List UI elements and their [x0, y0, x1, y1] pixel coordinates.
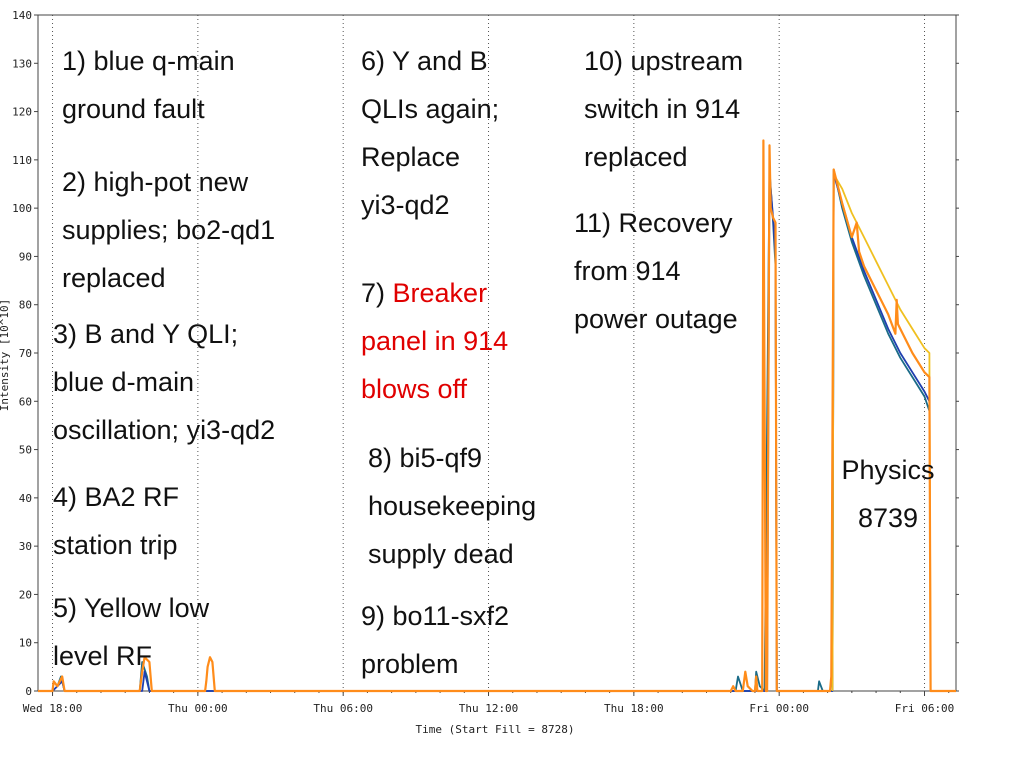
annotation-10-line-2: switch in 914: [584, 94, 741, 124]
annotation-1-line-2: ground fault: [62, 94, 205, 124]
y-tick-label: 40: [19, 492, 32, 505]
annotation-7-line-2: panel in 914: [361, 326, 509, 356]
y-tick-label: 30: [19, 540, 32, 553]
annotation-6-line-2: QLIs again;: [361, 94, 500, 124]
y-tick-label: 10: [19, 637, 32, 650]
annotation-4: 4) BA2 RF station trip: [53, 473, 179, 569]
x-tick-label: Fri 00:00: [749, 702, 809, 715]
y-tick-label: 0: [25, 685, 32, 698]
series-line-4: [38, 139, 956, 693]
annotation-7: 7) Breaker panel in 914 blows off: [361, 269, 508, 413]
x-tick-label: Thu 12:00: [459, 702, 519, 715]
y-tick-label: 20: [19, 588, 32, 601]
physics-label-line-2: 8739: [857, 503, 919, 533]
x-axis: Wed 18:00 Thu 00:00 Thu 06:00 Thu 12:00 Thu …: [23, 691, 955, 715]
annotation-5-line-1: 5) Yellow low: [53, 593, 210, 623]
annotation-8: 8) bi5-qf9 housekeeping supply dead: [368, 434, 536, 578]
y-tick-label: 60: [19, 395, 32, 408]
annotation-11-line-1: 11) Recovery: [574, 208, 733, 238]
annotation-11: 11) Recovery from 914 power outage: [574, 199, 738, 343]
annotation-7-line-3: blows off: [361, 374, 468, 404]
annotation-7-number: 7): [361, 278, 393, 308]
annotation-2-line-1: 2) high-pot new: [62, 167, 249, 197]
chart-grid: [52, 15, 926, 691]
y-tick-label: 90: [19, 250, 32, 263]
x-tick-label: Thu 06:00: [313, 702, 373, 715]
annotation-1-line-1: 1) blue q-main: [62, 46, 235, 76]
annotation-9: 9) bo11-sxf2 problem: [361, 592, 509, 688]
x-tick-label: Wed 18:00: [23, 702, 83, 715]
annotation-5-line-2: level RF: [53, 641, 153, 671]
y-axis-title: Intensity [10^10]: [0, 299, 11, 412]
annotation-8-line-1: 8) bi5-qf9: [368, 443, 483, 473]
physics-label: Physics 8739: [826, 446, 950, 542]
annotation-9-line-2: problem: [361, 649, 459, 679]
x-tick-label: Fri 06:00: [895, 702, 955, 715]
annotation-10-line-3: replaced: [584, 142, 688, 172]
annotation-5: 5) Yellow low level RF: [53, 584, 209, 680]
annotation-6: 6) Y and B QLIs again; Replace yi3-qd2: [361, 37, 499, 229]
annotation-11-line-2: from 914: [574, 256, 681, 286]
series-line-3: [831, 173, 932, 692]
annotation-2-line-3: replaced: [62, 263, 166, 293]
y-tick-label: 110: [12, 154, 32, 167]
y-tick-label: 70: [19, 347, 32, 360]
x-axis-title: Time (Start Fill = 8728): [416, 723, 575, 736]
annotation-2: 2) high-pot new supplies; bo2-qd1 replac…: [62, 158, 275, 302]
annotation-10: 10) upstream switch in 914 replaced: [584, 37, 743, 181]
y-tick-label: 80: [19, 299, 32, 312]
x-tick-label: Thu 00:00: [168, 702, 228, 715]
annotation-8-line-2: housekeeping: [368, 491, 537, 521]
x-tick-label: Thu 18:00: [604, 702, 664, 715]
annotation-1: 1) blue q-main ground fault: [62, 37, 235, 133]
y-tick-label: 130: [12, 57, 32, 70]
y-axis: 0 10 20 30 40 50 60 70 80 90 100 110 120 130 140: [12, 9, 959, 698]
y-tick-label: 100: [12, 202, 32, 215]
annotation-7-red-1: Breaker: [392, 278, 488, 308]
annotation-6-line-3: Replace: [361, 142, 461, 172]
annotation-7-line-1: 7) Breaker: [361, 269, 508, 317]
physics-label-line-1: Physics: [841, 455, 935, 485]
annotation-2-line-2: supplies; bo2-qd1: [62, 215, 276, 245]
annotation-3-line-1: 3) B and Y QLI;: [53, 319, 239, 349]
annotation-6-line-4: yi3-qd2: [361, 190, 450, 220]
y-tick-label: 50: [19, 444, 32, 457]
annotation-9-line-1: 9) bo11-sxf2: [361, 601, 510, 631]
annotation-4-line-1: 4) BA2 RF: [53, 482, 180, 512]
annotation-10-line-1: 10) upstream: [584, 46, 744, 76]
annotation-4-line-2: station trip: [53, 530, 178, 560]
annotation-3: 3) B and Y QLI; blue d-main oscillation;…: [53, 310, 275, 454]
y-tick-label: 120: [12, 106, 32, 119]
annotation-11-line-3: power outage: [574, 304, 738, 334]
y-tick-label: 140: [12, 9, 32, 22]
annotation-8-line-3: supply dead: [368, 539, 514, 569]
annotation-3-line-3: oscillation; yi3-qd2: [53, 415, 276, 445]
annotation-3-line-2: blue d-main: [53, 367, 195, 397]
annotation-6-line-1: 6) Y and B: [361, 46, 488, 76]
chart-series: [38, 139, 956, 693]
